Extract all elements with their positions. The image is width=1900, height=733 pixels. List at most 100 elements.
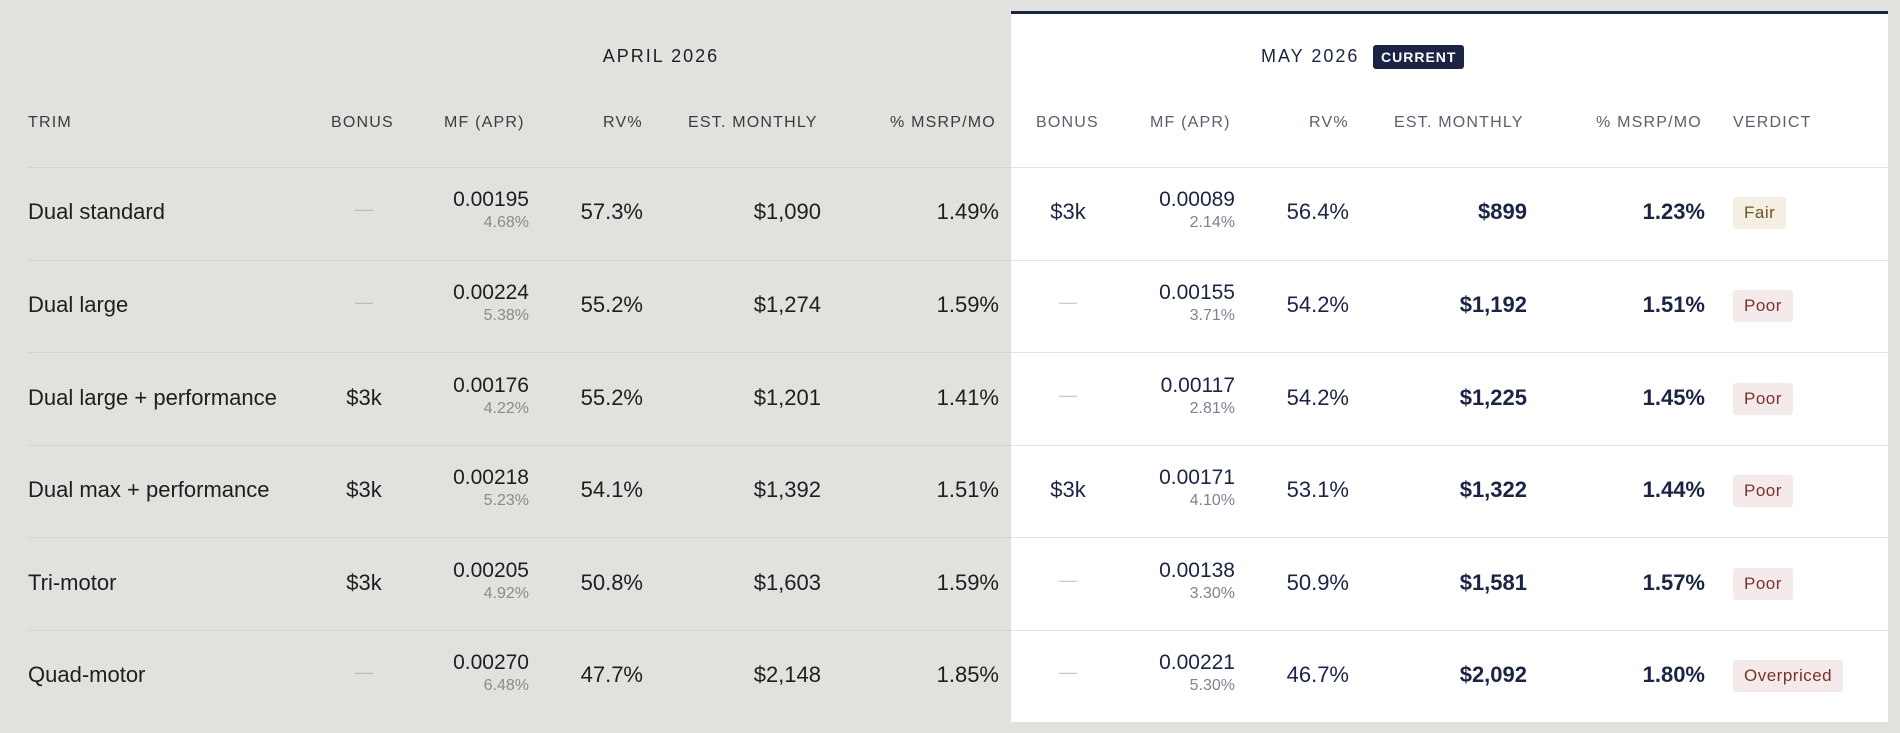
april-bonus: —: [355, 662, 373, 683]
may-apr-value: 3.71%: [1189, 306, 1235, 324]
may-msrp: 1.45%: [1642, 384, 1705, 410]
april-bonus: $3k: [346, 477, 382, 503]
may-msrp: 1.23%: [1642, 199, 1705, 225]
april-bonus: $3k: [346, 569, 382, 595]
may-mf-value: 0.00117: [1160, 373, 1235, 397]
may-mf-value: 0.00138: [1159, 558, 1235, 582]
may-monthly: $1,225: [1459, 384, 1527, 410]
trim-label: Quad-motor: [28, 662, 146, 688]
may-money-factor: 0.00138 3.30%: [1159, 559, 1235, 603]
may-msrp: 1.80%: [1642, 662, 1705, 688]
current-badge: CURRENT: [1373, 45, 1465, 69]
april-msrp: 1.41%: [936, 384, 999, 410]
may-apr-value: 2.14%: [1189, 214, 1235, 232]
april-msrp: 1.51%: [936, 477, 999, 503]
header-may-mf: MF (APR): [1150, 114, 1231, 131]
may-apr-value: 2.81%: [1189, 399, 1235, 417]
row-divider: [1011, 630, 1888, 631]
header-april-rv: RV%: [603, 114, 643, 131]
header-april-msrp: % MSRP/MO: [890, 114, 996, 131]
april-monthly: $1,274: [753, 291, 821, 317]
may-rv: 54.2%: [1286, 291, 1349, 317]
row-divider: [1011, 444, 1888, 446]
may-rv: 46.7%: [1286, 662, 1349, 688]
may-apr-value: 5.30%: [1189, 677, 1235, 695]
may-bonus: —: [1059, 291, 1077, 312]
may-msrp: 1.44%: [1642, 477, 1705, 503]
row-divider: [28, 352, 1011, 354]
april-monthly: $1,392: [753, 477, 821, 503]
header-april-mf: MF (APR): [444, 114, 525, 131]
row-divider: [1011, 259, 1888, 261]
april-apr-value: 6.48%: [483, 677, 529, 695]
header-april-bonus: BONUS: [331, 114, 394, 131]
trim-label: Dual large: [28, 291, 129, 317]
april-money-factor: 0.00224 5.38%: [453, 281, 529, 325]
may-rv: 53.1%: [1286, 477, 1349, 503]
april-mf-value: 0.00195: [453, 188, 529, 212]
may-apr-value: 3.30%: [1189, 584, 1235, 602]
may-money-factor: 0.00155 3.71%: [1159, 281, 1235, 325]
may-rv: 54.2%: [1286, 384, 1349, 410]
april-monthly: $1,201: [753, 384, 821, 410]
row-divider: [28, 444, 1011, 446]
may-monthly: $2,092: [1459, 662, 1527, 688]
april-rv: 55.2%: [580, 291, 643, 317]
row-divider: [28, 259, 1011, 261]
row-divider: [1011, 352, 1888, 354]
april-bonus: $3k: [346, 384, 382, 410]
header-april-monthly: EST. MONTHLY: [688, 114, 818, 131]
row-divider: [28, 630, 1011, 631]
april-msrp: 1.85%: [936, 662, 999, 688]
header-may-rv: RV%: [1309, 114, 1349, 131]
april-money-factor: 0.00176 4.22%: [453, 374, 529, 418]
may-msrp: 1.51%: [1642, 291, 1705, 317]
may-apr-value: 4.10%: [1189, 492, 1235, 510]
trim-label: Dual max + performance: [28, 477, 270, 503]
header-trim: TRIM: [28, 114, 72, 131]
april-mf-value: 0.00218: [453, 466, 529, 490]
april-mf-value: 0.00205: [453, 558, 529, 582]
may-monthly: $1,581: [1459, 569, 1527, 595]
row-divider: [28, 167, 1011, 168]
header-may-bonus: BONUS: [1036, 114, 1099, 131]
april-monthly: $1,603: [753, 569, 821, 595]
may-mf-value: 0.00171: [1159, 466, 1235, 490]
row-divider: [1011, 537, 1888, 539]
april-rv: 54.1%: [580, 477, 643, 503]
april-apr-value: 4.92%: [483, 584, 529, 602]
april-rv: 57.3%: [580, 199, 643, 225]
april-bonus: —: [355, 199, 373, 220]
april-monthly: $1,090: [753, 199, 821, 225]
may-monthly: $899: [1478, 199, 1527, 225]
may-money-factor: 0.00221 5.30%: [1159, 651, 1235, 695]
april-rv: 55.2%: [580, 384, 643, 410]
period-may-title: MAY 2026: [1261, 46, 1360, 66]
april-mf-value: 0.00224: [453, 280, 529, 304]
may-money-factor: 0.00171 4.10%: [1159, 466, 1235, 510]
april-msrp: 1.59%: [936, 291, 999, 317]
may-monthly: $1,192: [1459, 291, 1527, 317]
april-msrp: 1.49%: [936, 199, 999, 225]
april-apr-value: 5.23%: [483, 492, 529, 510]
may-rv: 56.4%: [1286, 199, 1349, 225]
header-may-msrp: % MSRP/MO: [1596, 114, 1702, 131]
may-bonus: $3k: [1050, 199, 1086, 225]
april-mf-value: 0.00270: [453, 651, 529, 675]
may-bonus: —: [1059, 662, 1077, 683]
may-money-factor: 0.00117 2.81%: [1161, 374, 1235, 418]
verdict-badge: Overpriced: [1733, 660, 1844, 693]
may-mf-value: 0.00089: [1159, 188, 1235, 212]
trim-label: Tri-motor: [28, 569, 117, 595]
period-april-title: APRIL 2026: [602, 46, 720, 66]
may-bonus: —: [1059, 384, 1077, 405]
may-bonus: —: [1059, 569, 1077, 590]
current-period-panel: [1011, 11, 1888, 722]
may-money-factor: 0.00089 2.14%: [1159, 188, 1235, 232]
april-money-factor: 0.00205 4.92%: [453, 559, 529, 603]
april-msrp: 1.59%: [936, 569, 999, 595]
april-mf-value: 0.00176: [453, 373, 529, 397]
row-divider: [28, 537, 1011, 539]
april-money-factor: 0.00270 6.48%: [453, 651, 529, 695]
header-may-monthly: EST. MONTHLY: [1394, 114, 1524, 131]
